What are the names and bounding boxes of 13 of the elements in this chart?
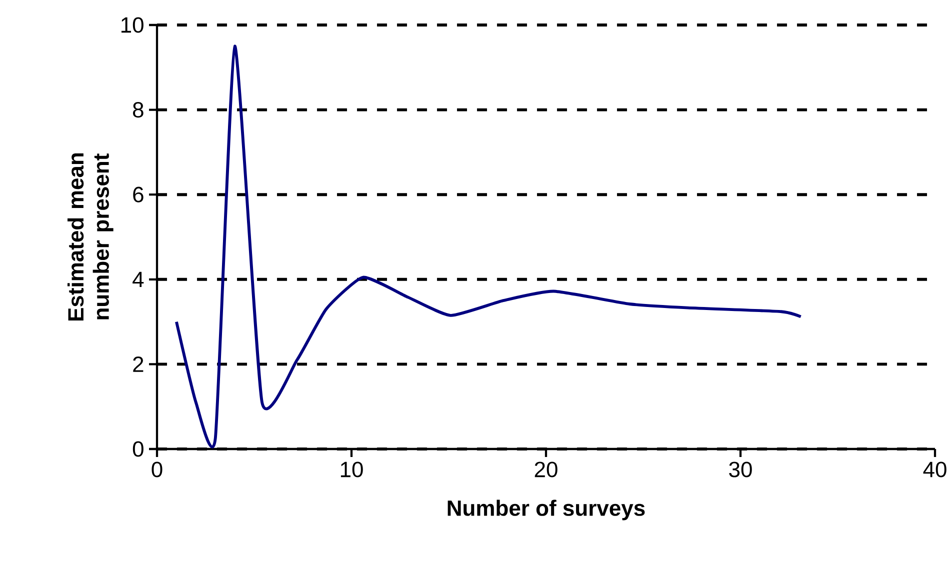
y-axis-title: Estimated mean number present	[68, 153, 114, 321]
x-tick-label: 10	[340, 462, 363, 478]
x-tick-label: 20	[534, 462, 558, 478]
y-tick-label: 2	[133, 356, 144, 372]
x-axis-title: Number of surveys	[448, 500, 645, 520]
x-tick-label: 0	[152, 462, 162, 478]
y-tick-label: 6	[133, 186, 144, 202]
x-tick-label: 30	[729, 462, 752, 478]
x-tick-label: 40	[923, 462, 946, 478]
y-tick-label: 4	[132, 272, 144, 287]
y-tick-label: 8	[133, 102, 144, 118]
y-tick-label: 10	[121, 17, 144, 33]
y-tick-label: 0	[132, 441, 144, 457]
